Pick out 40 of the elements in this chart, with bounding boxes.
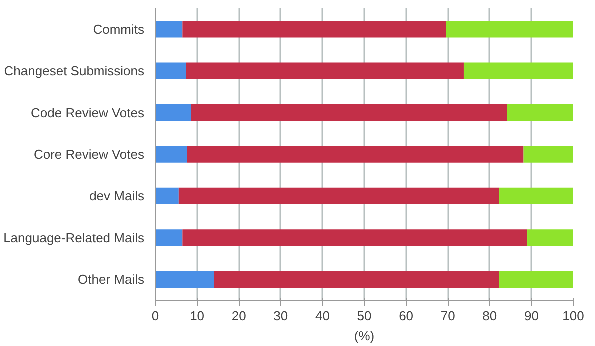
bar (464, 62, 574, 80)
bar (191, 104, 508, 122)
bar (214, 271, 500, 288)
bar (182, 230, 528, 246)
x-tick-label: 40 (315, 308, 330, 324)
y-tick-label: Commits (93, 22, 145, 37)
bar (156, 146, 188, 163)
bar (528, 230, 574, 246)
bar (507, 104, 574, 122)
bar (182, 21, 446, 38)
x-tick-label: 30 (274, 308, 288, 324)
y-tick-label: Language-Related Mails (4, 230, 145, 246)
bar (500, 188, 574, 205)
bar (156, 21, 183, 38)
bar (156, 271, 214, 288)
y-tick-label: Code Review Votes (31, 105, 145, 120)
y-tick-label: Changeset Submissions (4, 64, 145, 79)
y-tick-label: Core Review Votes (34, 147, 145, 162)
x-tick-label: 60 (399, 308, 414, 324)
bar (446, 21, 574, 38)
bar (156, 62, 186, 80)
x-tick-label: 20 (232, 308, 246, 324)
bar (178, 188, 500, 205)
bar (524, 146, 574, 163)
bar (156, 188, 179, 205)
x-tick-label: 10 (190, 308, 205, 324)
x-tick-label: 0 (152, 308, 160, 324)
y-tick-label: Other Mails (78, 272, 145, 288)
y-tick-label: dev Mails (90, 188, 145, 204)
bar (187, 146, 524, 163)
bar (186, 62, 464, 80)
bar (156, 104, 192, 122)
bar (500, 271, 574, 288)
x-tick-label: 70 (440, 308, 456, 324)
x-tick-label: 90 (524, 308, 539, 324)
x-axis-title: (%) (354, 328, 375, 344)
x-tick-label: 80 (482, 308, 498, 324)
x-tick-label: 50 (357, 308, 372, 324)
x-tick-label: 100 (562, 308, 584, 324)
bar (156, 230, 183, 246)
